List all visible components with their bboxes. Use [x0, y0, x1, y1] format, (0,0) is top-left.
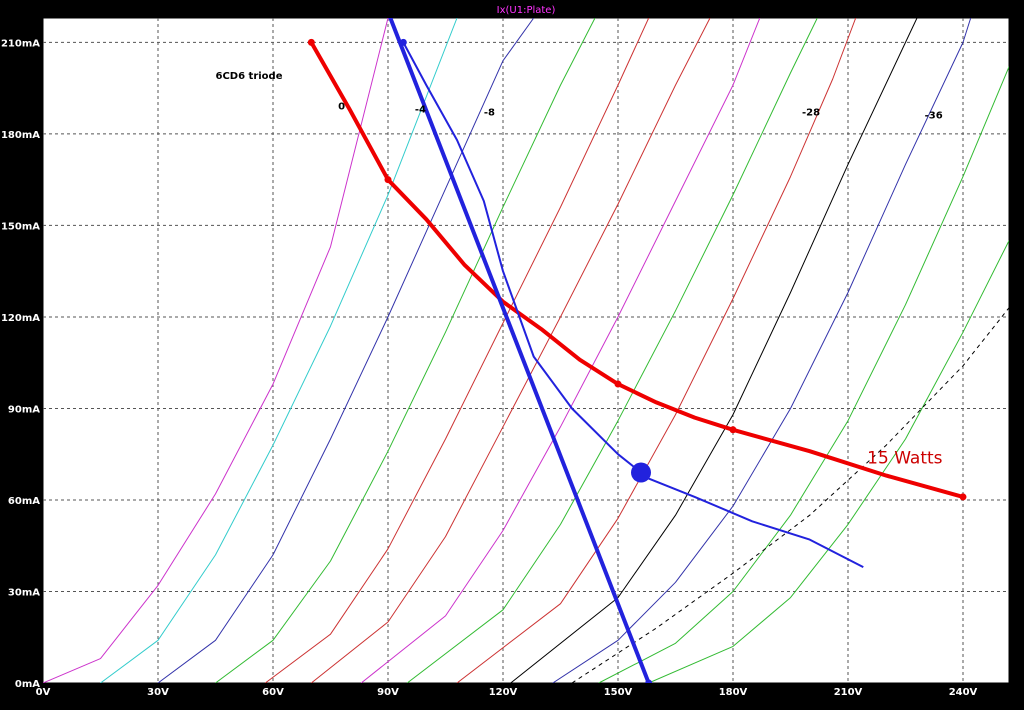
series-line-14	[309, 41, 964, 499]
y-tick-label: 210mA	[1, 38, 40, 49]
y-tick-label: 0mA	[15, 679, 40, 690]
y-tick-label: 60mA	[8, 496, 40, 507]
series-line-10	[552, 18, 972, 683]
series-14-marker	[729, 426, 737, 434]
curve-annotation: -8	[484, 108, 495, 119]
series-line-7	[406, 18, 818, 683]
tick-label-group: 0V 30V 60V 90V 120V 150V 180V 210V 240V 0mA 30mA 60…	[1, 38, 978, 698]
y-tick-label: 90mA	[8, 404, 40, 415]
y-tick-label: 120mA	[1, 313, 40, 324]
curve-annotation: -36	[925, 111, 943, 122]
x-tick-label: 210V	[834, 687, 863, 698]
curve-annotation: 0	[338, 102, 345, 113]
series-line-9	[510, 18, 918, 683]
x-tick-label: 60V	[262, 687, 284, 698]
x-tick-label: 0V	[36, 687, 51, 698]
wattage-callout: 15 Watts	[867, 448, 943, 468]
series-line-3	[215, 18, 596, 683]
series-line-5	[310, 18, 711, 683]
window-title: Ix(U1:Plate)	[497, 5, 556, 16]
series-line-12	[648, 240, 1009, 683]
operating-point	[631, 462, 651, 483]
series-line-0	[43, 18, 389, 683]
x-tick-label: 120V	[489, 687, 518, 698]
curve-group	[43, 18, 1009, 683]
series-line-16	[402, 41, 864, 568]
y-tick-label: 30mA	[8, 587, 40, 598]
series-line-6	[360, 18, 761, 683]
curve-annotation: -4	[415, 105, 426, 116]
series-line-1	[100, 18, 458, 683]
series-14-marker	[307, 38, 315, 46]
y-tick-label: 180mA	[1, 130, 40, 141]
series-line-2	[157, 18, 535, 683]
series-line-4	[265, 18, 650, 683]
y-tick-label: 150mA	[1, 221, 40, 232]
x-tick-label: 180V	[719, 687, 748, 698]
plot-area	[42, 17, 1010, 684]
series-14-marker	[959, 493, 967, 501]
x-tick-label: 90V	[377, 687, 399, 698]
series-14-marker	[384, 176, 392, 184]
series-14-marker	[614, 380, 622, 388]
series-line-8	[456, 18, 857, 683]
x-tick-label: 30V	[147, 687, 169, 698]
series-15-marker	[645, 679, 653, 683]
series-line-13	[571, 307, 1009, 683]
curve-annotation: 6CD6 triode	[216, 71, 283, 82]
curve-annotation: -28	[802, 108, 820, 119]
x-tick-label: 150V	[604, 687, 633, 698]
annotation-group: 6CD6 triode 0 -4 -8 -28 -36 15 Watts	[216, 71, 943, 468]
x-tick-label: 240V	[949, 687, 978, 698]
series-line-11	[598, 66, 1009, 683]
series-line-15	[388, 18, 651, 683]
